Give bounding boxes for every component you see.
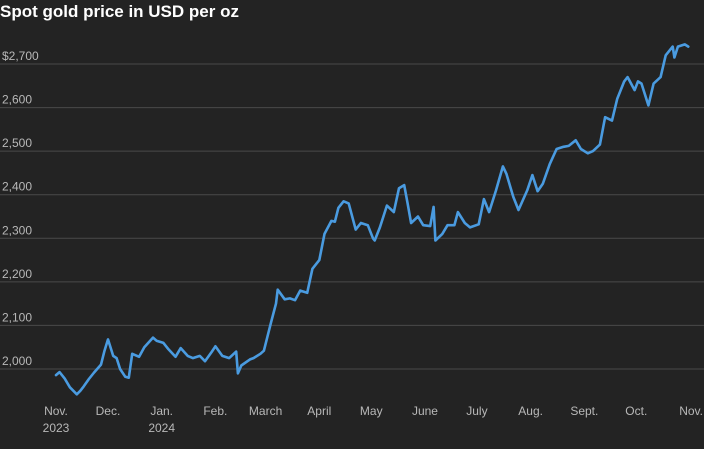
x-tick-label: Aug. [518,404,543,418]
y-tick-label: 2,400 [2,180,32,194]
x-tick-label: Dec. [96,404,121,418]
y-tick-label: 2,300 [2,223,32,237]
x-tick-label: Jan. [150,404,173,418]
y-tick-label: $2,700 [2,49,39,63]
price-series-line [54,43,690,396]
x-tick-label: April [307,404,331,418]
chart-title: Spot gold price in USD per oz [0,2,239,21]
y-tick-label: 2,200 [2,267,32,281]
x-tick-label: Nov. [679,404,703,418]
x-tick-label: March [249,404,282,418]
x-tick-year-label: 2023 [43,421,70,435]
x-tick-label: May [360,404,383,418]
series-layer [54,43,690,396]
y-tick-label: 2,500 [2,136,32,150]
x-tick-label: July [466,404,487,418]
x-tick-label: Sept. [570,404,598,418]
y-tick-label: 2,600 [2,93,32,107]
y-tick-label: 2,100 [2,310,32,324]
y-axis-tick-labels: 2,000 2,100 2,200 2,300 2,400 2,500 2,600 $2,70… [2,49,39,368]
x-axis-tick-labels: Nov. 2023 Dec. Jan. 2024 Feb. March April May Jun… [43,404,703,435]
x-tick-year-label: 2024 [148,421,175,435]
y-tick-label: 2,000 [2,354,32,368]
x-tick-label: Nov. [44,404,68,418]
y-gridlines [0,63,704,370]
x-tick-label: Oct. [625,404,647,418]
x-tick-label: June [412,404,438,418]
x-tick-label: Feb. [203,404,227,418]
